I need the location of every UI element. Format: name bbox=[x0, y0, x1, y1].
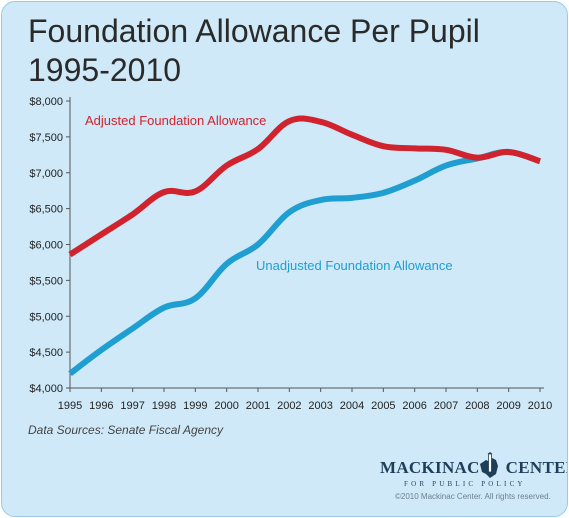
x-tick-label: 2008 bbox=[465, 400, 489, 412]
logo-name-part1: MACKINAC bbox=[380, 458, 480, 477]
copyright-text: ©2010 Mackinac Center. All rights reserv… bbox=[395, 492, 551, 501]
x-tick-label: 2003 bbox=[308, 400, 332, 412]
chart-title-line1: Foundation Allowance Per Pupil bbox=[28, 13, 480, 49]
data-source-note: Data Sources: Senate Fiscal Agency bbox=[28, 423, 223, 437]
unadjusted-series-label: Unadjusted Foundation Allowance bbox=[256, 258, 453, 273]
logo-name: MACKINAC CENTER bbox=[380, 458, 567, 478]
y-tick-label: $6,000 bbox=[29, 240, 63, 252]
x-tick-label: 2006 bbox=[402, 400, 426, 412]
adjusted-series-line bbox=[68, 115, 541, 258]
x-tick-label: 1999 bbox=[183, 400, 207, 412]
chart-series bbox=[68, 115, 541, 377]
chart-title: Foundation Allowance Per Pupil 1995-2010 bbox=[28, 12, 480, 90]
x-tick-label: 2010 bbox=[528, 400, 552, 412]
chart-title-line2: 1995-2010 bbox=[28, 52, 182, 88]
adjusted-series-label: Adjusted Foundation Allowance bbox=[85, 113, 266, 128]
x-tick-label: 2005 bbox=[371, 400, 395, 412]
x-tick-label: 1997 bbox=[120, 400, 144, 412]
y-tick-label: $7,000 bbox=[29, 168, 63, 180]
y-tick-label: $8,000 bbox=[29, 96, 63, 108]
y-tick-label: $7,500 bbox=[29, 132, 63, 144]
unadjusted-series-line bbox=[68, 148, 541, 377]
michigan-lighthouse-icon bbox=[480, 452, 498, 478]
x-tick-label: 1995 bbox=[58, 400, 82, 412]
x-tick-label: 2009 bbox=[496, 400, 520, 412]
y-tick-label: $4,500 bbox=[29, 347, 63, 359]
chart-axes: $4,000 $4,500 $5,000 $5,500 $6,000 $6,500 $7,0… bbox=[29, 96, 552, 412]
x-tick-label: 2002 bbox=[277, 400, 301, 412]
x-tick-label: 2001 bbox=[246, 400, 270, 412]
x-tick-label: 2007 bbox=[434, 400, 458, 412]
x-tick-label: 2004 bbox=[340, 400, 364, 412]
y-tick-label: $4,000 bbox=[29, 383, 63, 395]
x-tick-label: 1998 bbox=[152, 400, 176, 412]
logo-name-part2: CENTER bbox=[505, 458, 567, 477]
y-tick-label: $5,000 bbox=[29, 311, 63, 323]
logo-subtitle: FOR PUBLIC POLICY bbox=[404, 480, 526, 488]
y-tick-label: $5,500 bbox=[29, 275, 63, 287]
x-tick-label: 2000 bbox=[214, 400, 238, 412]
y-tick-label: $6,500 bbox=[29, 204, 63, 216]
mackinac-center-logo: MACKINAC CENTER FOR PUBLIC POLICY bbox=[380, 452, 567, 502]
chart-series-labels: Adjusted Foundation Allowance Unadjusted … bbox=[85, 113, 453, 273]
x-tick-label: 1996 bbox=[89, 400, 113, 412]
